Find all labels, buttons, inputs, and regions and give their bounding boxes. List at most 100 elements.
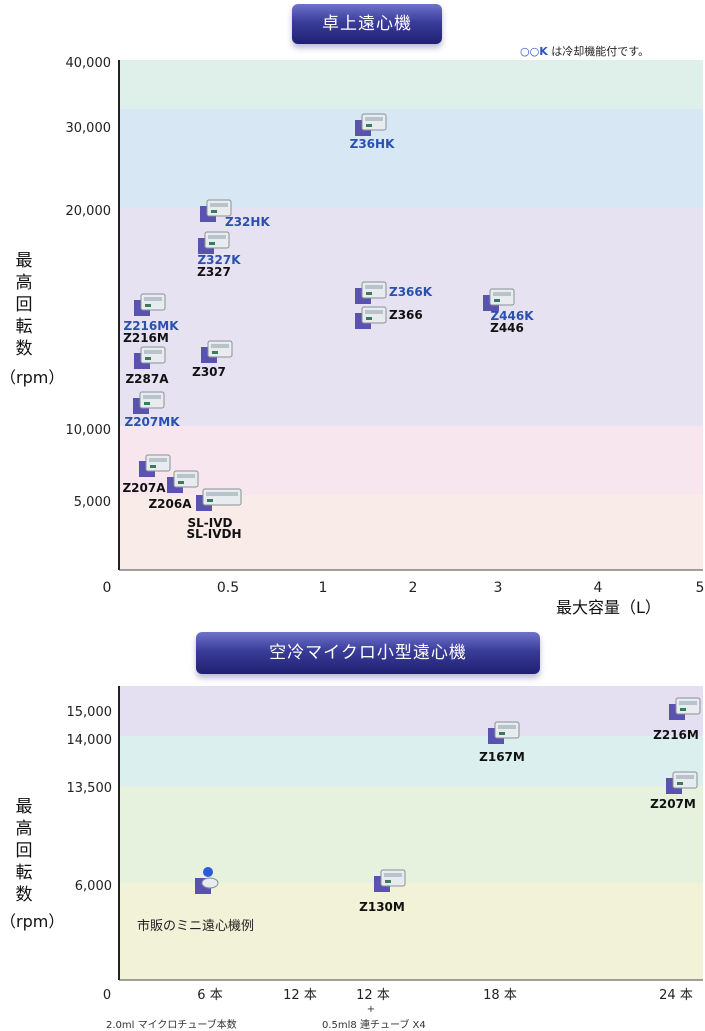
product-z446k-device-lid: [493, 292, 511, 296]
product-z130m-marker: [374, 869, 406, 892]
top-chart-title-banner: 卓上遠心機: [292, 4, 442, 44]
cooling-note-text: は冷却機能付です。: [551, 45, 650, 58]
bottom-chart-band: [119, 786, 703, 883]
product-z287a-device-panel: [145, 357, 151, 360]
product-z36hk-marker: [355, 113, 387, 136]
top-y-axis-label-char: 最: [15, 251, 33, 271]
top-chart-band: [119, 426, 703, 495]
mini-centrifuge-lid: [203, 867, 213, 877]
product-z36hk-device-lid: [365, 117, 383, 121]
product-z32hk-label: Z32HK: [225, 215, 270, 229]
product-z446k-device-panel: [494, 299, 500, 302]
bottom-y-tick-label: 15,000: [67, 705, 113, 720]
product-z207mk-device-panel: [144, 402, 150, 405]
product-z366-label: Z366: [389, 308, 423, 322]
product-z216mk-marker: [134, 293, 166, 316]
product-z36hk-label: Z36HK: [350, 137, 395, 151]
product-z216mk-label: Z216MK: [124, 319, 180, 333]
top-x-tick-label: 5: [696, 580, 705, 596]
product-z207a-label: Z207A: [122, 481, 166, 495]
bottom-y-tick-label: 13,500: [67, 781, 113, 796]
product-z327k-label: Z327K: [197, 253, 241, 267]
product-z366k-device-lid: [365, 285, 383, 289]
bottom-x-tick-label: 24 本: [659, 988, 693, 1003]
top-y-axis-unit: （rpm）: [0, 368, 65, 387]
top-y-tick-label: 10,000: [66, 423, 112, 438]
product-z287a-device-body: [140, 346, 166, 364]
product-z446k-label: Z446K: [490, 309, 534, 323]
product-sl-ivd-device-panel: [207, 499, 213, 502]
product-z207mk-label: Z207MK: [125, 415, 181, 429]
product-z206a-device-lid: [177, 474, 195, 478]
product-z327k-device-body: [204, 231, 230, 249]
product-z327-label: Z327: [197, 265, 231, 279]
product-z207m-marker: [666, 771, 698, 794]
product-sl-ivd-device-body: [202, 488, 242, 506]
top-x-tick-label: 1: [319, 580, 328, 596]
product-z366-device-body: [361, 306, 387, 324]
product-z207a-marker: [139, 454, 171, 477]
product-z307-device-panel: [212, 351, 218, 354]
product-z130m-device-lid: [384, 873, 402, 877]
top-x-tick-label: 4: [594, 580, 603, 596]
product-z366k-device-panel: [366, 292, 372, 295]
product-z287a-device-lid: [144, 350, 162, 354]
product-z207m-device-panel: [677, 782, 683, 785]
top-y-tick-label: 40,000: [66, 56, 112, 71]
top-chart-band: [119, 495, 703, 570]
product-z206a-label: Z206A: [148, 497, 192, 511]
cooling-note-symbols: ○○K: [520, 45, 548, 58]
product-z327k-device-lid: [208, 235, 226, 239]
bottom-y-axis-label-char: 最: [15, 797, 33, 817]
product-z307-label: Z307: [192, 365, 226, 379]
product-z207m-device-body: [672, 771, 698, 789]
bottom-x-tick-plus: +: [367, 1004, 375, 1015]
bottom-chart-band: [119, 686, 703, 736]
top-y-axis-label-char: 転: [15, 317, 33, 337]
bottom-y-axis-label-char: 高: [15, 819, 33, 839]
product-z216m-device-body: [675, 697, 701, 715]
mini-centrifuge-example-label: 市販のミニ遠心機例: [137, 918, 254, 934]
product-z216m-device-lid: [679, 701, 697, 705]
bottom-x-tick-label: 12 本: [356, 988, 390, 1003]
top-y-axis-label-char: 数: [15, 339, 33, 359]
bottom-y-axis-label-char: 回: [15, 841, 33, 861]
product-z207mk-device-body: [139, 391, 165, 409]
top-chart-band: [119, 109, 703, 208]
product-z36hk-device-panel: [366, 124, 372, 127]
product-z167m-device-lid: [498, 725, 516, 729]
product-z446k-device-body: [489, 288, 515, 306]
product-z446-label: Z446: [490, 321, 524, 335]
bottom-chart-band: [119, 883, 703, 980]
product-z206a-marker: [167, 470, 199, 493]
product-z327k-device-panel: [209, 242, 215, 245]
product-z32hk-device-lid: [210, 203, 228, 207]
product-z307-device-lid: [211, 344, 229, 348]
product-z366k-marker: [355, 281, 387, 304]
product-z167m-device-body: [494, 721, 520, 739]
product-z366k-label: Z366K: [389, 285, 433, 299]
top-y-axis-label-char: 回: [15, 295, 33, 315]
product-z207a-device-body: [145, 454, 171, 472]
product-z287a-label: Z287A: [125, 372, 169, 386]
product-z130m-device-panel: [385, 880, 391, 883]
product-z206a-device-body: [173, 470, 199, 488]
product-z207a-device-lid: [149, 458, 167, 462]
top-chart-title: 卓上遠心機: [322, 14, 412, 34]
bottom-y-axis-label-char: 転: [15, 863, 33, 883]
product-sl-ivd-device-lid: [206, 492, 238, 496]
bottom-chart-band: [119, 736, 703, 786]
top-chart-band: [119, 60, 703, 109]
cooling-note: ○○K は冷却機能付です。: [520, 43, 649, 59]
product-z216mk-device-lid: [144, 297, 162, 301]
product-z32hk-device-panel: [211, 210, 217, 213]
product-z366-marker: [355, 306, 387, 329]
product-sl-ivdh-label: SL-IVDH: [186, 527, 241, 541]
top-x-tick-label: 0: [103, 580, 112, 596]
top-y-tick-label: 30,000: [66, 121, 112, 136]
product-z216m-label: Z216M: [123, 331, 169, 345]
product-z207m-device-lid: [676, 775, 694, 779]
product-z167m-device-panel: [499, 732, 505, 735]
product-z446k-marker: [483, 288, 515, 311]
bottom-y-tick-label: 6,000: [75, 879, 112, 894]
